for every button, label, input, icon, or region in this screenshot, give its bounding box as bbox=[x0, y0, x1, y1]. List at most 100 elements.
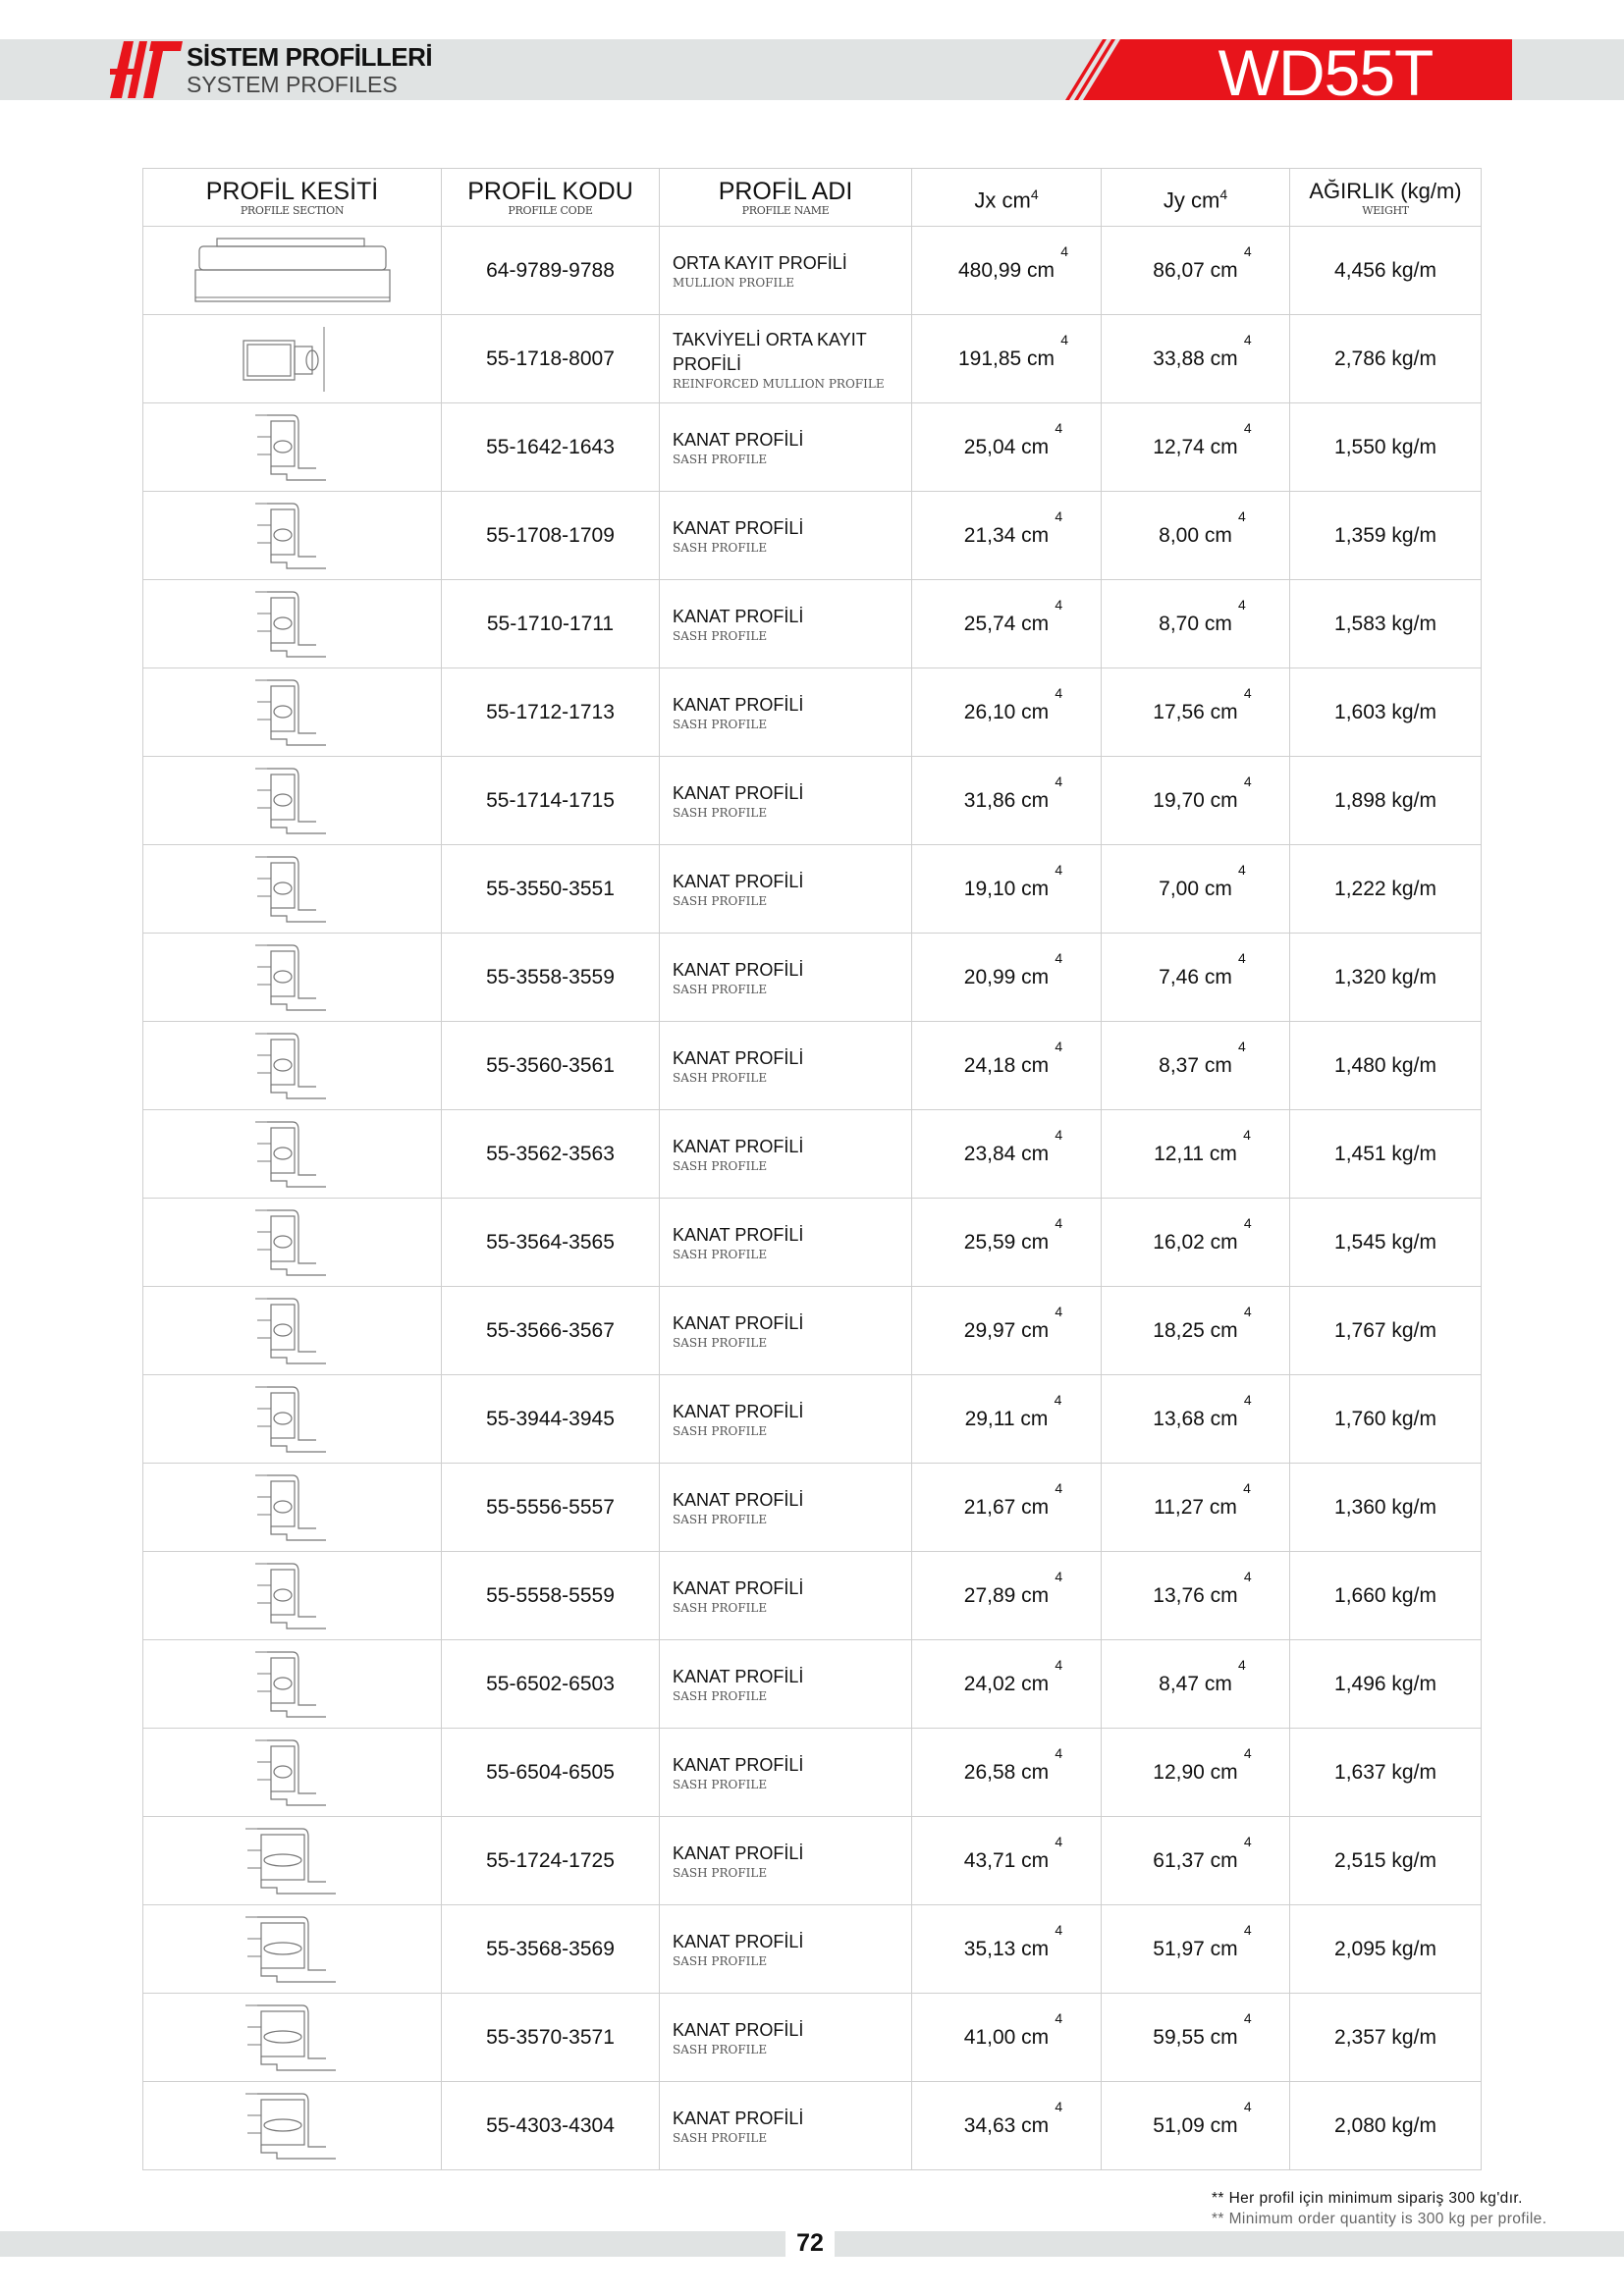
profile-section-drawing bbox=[142, 667, 442, 757]
profile-name-tr: KANAT PROFİLİ bbox=[673, 1578, 804, 1598]
jy-value: 18,25 cm 4 bbox=[1101, 1286, 1290, 1375]
jx-value: 35,13 cm 4 bbox=[911, 1904, 1102, 1994]
jy-value: 8,00 cm 4 bbox=[1101, 491, 1290, 580]
profile-code: 55-1718-8007 bbox=[441, 314, 660, 403]
jx-value: 480,99 cm 4 bbox=[911, 226, 1102, 315]
profile-name-tr: KANAT PROFİLİ bbox=[673, 1667, 804, 1686]
table-row: 55-1712-1713 KANAT PROFİLİ SASH PROFILE 2… bbox=[142, 667, 1482, 757]
jy-value: 13,76 cm 4 bbox=[1101, 1551, 1290, 1640]
profile-name-tr: KANAT PROFİLİ bbox=[673, 1490, 804, 1510]
profile-name: KANAT PROFİLİ SASH PROFILE bbox=[659, 1374, 912, 1464]
profile-name: KANAT PROFİLİ SASH PROFILE bbox=[659, 491, 912, 580]
profile-name-tr: KANAT PROFİLİ bbox=[673, 607, 804, 626]
profile-name-en: SASH PROFILE bbox=[673, 1954, 768, 1968]
weight-value: 1,898 kg/m bbox=[1289, 756, 1482, 845]
profile-code: 55-1710-1711 bbox=[441, 579, 660, 668]
weight-value: 2,080 kg/m bbox=[1289, 2081, 1482, 2170]
jx-value: 20,99 cm 4 bbox=[911, 933, 1102, 1022]
profile-section-drawing bbox=[142, 756, 442, 845]
profile-section-drawing bbox=[142, 1463, 442, 1552]
profile-name-tr: KANAT PROFİLİ bbox=[673, 1048, 804, 1068]
profile-section-drawing bbox=[142, 402, 442, 492]
company-logo bbox=[110, 41, 183, 98]
profile-name: KANAT PROFİLİ SASH PROFILE bbox=[659, 756, 912, 845]
profile-code: 55-1708-1709 bbox=[441, 491, 660, 580]
jy-value: 8,37 cm 4 bbox=[1101, 1021, 1290, 1110]
jx-value: 24,18 cm 4 bbox=[911, 1021, 1102, 1110]
jy-value: 51,97 cm 4 bbox=[1101, 1904, 1290, 1994]
profile-name: KANAT PROFİLİ SASH PROFILE bbox=[659, 1551, 912, 1640]
table-header: PROFİL KESİTİ PROFILE SECTION PROFİL KODU… bbox=[142, 168, 1482, 227]
jx-value: 34,63 cm 4 bbox=[911, 2081, 1102, 2170]
weight-value: 2,357 kg/m bbox=[1289, 1993, 1482, 2082]
weight-value: 1,545 kg/m bbox=[1289, 1198, 1482, 1287]
jy-value: 59,55 cm 4 bbox=[1101, 1993, 1290, 2082]
col-title: Jy cm4 bbox=[1163, 186, 1228, 213]
profile-section-drawing bbox=[142, 933, 442, 1022]
table-row: 55-1642-1643 KANAT PROFİLİ SASH PROFILE 2… bbox=[142, 402, 1482, 492]
profile-name-tr: KANAT PROFİLİ bbox=[673, 960, 804, 980]
col-profile-section: PROFİL KESİTİ PROFILE SECTION bbox=[142, 168, 442, 227]
table-row: 55-1724-1725 KANAT PROFİLİ SASH PROFILE 4… bbox=[142, 1816, 1482, 1905]
table-row: 55-4303-4304 KANAT PROFİLİ SASH PROFILE 3… bbox=[142, 2081, 1482, 2170]
table-row: 64-9789-9788 ORTA KAYIT PROFİLİ MULLION P… bbox=[142, 226, 1482, 315]
jy-value: 16,02 cm 4 bbox=[1101, 1198, 1290, 1287]
profile-name-tr: KANAT PROFİLİ bbox=[673, 2109, 804, 2128]
profile-name: KANAT PROFİLİ SASH PROFILE bbox=[659, 1904, 912, 1994]
profile-section-drawing bbox=[142, 844, 442, 934]
profile-section-drawing bbox=[142, 226, 442, 315]
weight-value: 1,603 kg/m bbox=[1289, 667, 1482, 757]
weight-value: 1,583 kg/m bbox=[1289, 579, 1482, 668]
profile-name-en: SASH PROFILE bbox=[673, 541, 768, 555]
profile-name: KANAT PROFİLİ SASH PROFILE bbox=[659, 933, 912, 1022]
jy-value: 11,27 cm 4 bbox=[1101, 1463, 1290, 1552]
profile-name: KANAT PROFİLİ SASH PROFILE bbox=[659, 1639, 912, 1729]
col-title: PROFİL ADI bbox=[718, 177, 853, 205]
jy-value: 7,00 cm 4 bbox=[1101, 844, 1290, 934]
table-row: 55-3558-3559 KANAT PROFİLİ SASH PROFILE 2… bbox=[142, 933, 1482, 1022]
profile-name-en: SASH PROFILE bbox=[673, 2043, 768, 2056]
profile-name-tr: TAKVİYELİ ORTA KAYIT PROFİLİ bbox=[673, 329, 867, 374]
jy-value: 17,56 cm 4 bbox=[1101, 667, 1290, 757]
profile-name-en: SASH PROFILE bbox=[673, 1513, 768, 1526]
jx-value: 41,00 cm 4 bbox=[911, 1993, 1102, 2082]
col-title: PROFİL KODU bbox=[467, 177, 633, 205]
profile-name: KANAT PROFİLİ SASH PROFILE bbox=[659, 1109, 912, 1199]
jx-value: 21,67 cm 4 bbox=[911, 1463, 1102, 1552]
profile-code: 64-9789-9788 bbox=[441, 226, 660, 315]
table-row: 55-1708-1709 KANAT PROFİLİ SASH PROFILE 2… bbox=[142, 491, 1482, 580]
weight-value: 1,360 kg/m bbox=[1289, 1463, 1482, 1552]
profile-name-en: SASH PROFILE bbox=[673, 1601, 768, 1615]
col-profile-code: PROFİL KODU PROFILE CODE bbox=[441, 168, 660, 227]
profile-name-en: SASH PROFILE bbox=[673, 1424, 768, 1438]
weight-value: 1,660 kg/m bbox=[1289, 1551, 1482, 1640]
weight-value: 1,320 kg/m bbox=[1289, 933, 1482, 1022]
jy-value: 12,11 cm 4 bbox=[1101, 1109, 1290, 1199]
table-row: 55-5556-5557 KANAT PROFİLİ SASH PROFILE 2… bbox=[142, 1463, 1482, 1552]
profile-name-tr: KANAT PROFİLİ bbox=[673, 1313, 804, 1333]
profile-name-en: SASH PROFILE bbox=[673, 894, 768, 908]
profile-code: 55-3944-3945 bbox=[441, 1374, 660, 1464]
profile-name-tr: KANAT PROFİLİ bbox=[673, 783, 804, 803]
weight-value: 1,637 kg/m bbox=[1289, 1728, 1482, 1817]
profile-name: KANAT PROFİLİ SASH PROFILE bbox=[659, 844, 912, 934]
profile-name-tr: KANAT PROFİLİ bbox=[673, 518, 804, 538]
profile-name-en: SASH PROFILE bbox=[673, 1071, 768, 1085]
jx-value: 43,71 cm 4 bbox=[911, 1816, 1102, 1905]
profile-name-en: SASH PROFILE bbox=[673, 629, 768, 643]
table-row: 55-3560-3561 KANAT PROFİLİ SASH PROFILE 2… bbox=[142, 1021, 1482, 1110]
profile-name-en: SASH PROFILE bbox=[673, 1778, 768, 1791]
profile-code: 55-4303-4304 bbox=[441, 2081, 660, 2170]
page-number: 72 bbox=[785, 2227, 835, 2259]
profile-name: KANAT PROFİLİ SASH PROFILE bbox=[659, 579, 912, 668]
profile-code: 55-3560-3561 bbox=[441, 1021, 660, 1110]
col-weight: AĞIRLIK (kg/m) WEIGHT bbox=[1289, 168, 1482, 227]
col-subtitle: WEIGHT bbox=[1362, 203, 1409, 217]
jx-value: 191,85 cm 4 bbox=[911, 314, 1102, 403]
profile-code: 55-3568-3569 bbox=[441, 1904, 660, 1994]
jx-value: 29,97 cm 4 bbox=[911, 1286, 1102, 1375]
profile-section-drawing bbox=[142, 579, 442, 668]
table-row: 55-3562-3563 KANAT PROFİLİ SASH PROFILE 2… bbox=[142, 1109, 1482, 1199]
profile-code: 55-3562-3563 bbox=[441, 1109, 660, 1199]
weight-value: 1,760 kg/m bbox=[1289, 1374, 1482, 1464]
